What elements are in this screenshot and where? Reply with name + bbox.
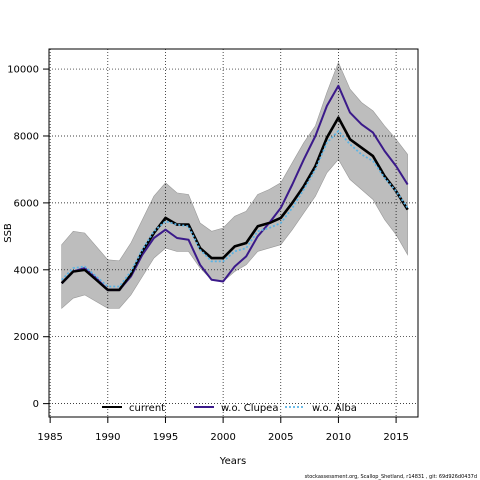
y-axis: 0 2000 4000 6000 8000 10000 bbox=[7, 65, 50, 410]
confidence-band bbox=[61, 61, 408, 309]
x-tick-label: 1995 bbox=[153, 432, 178, 443]
y-tick-label: 4000 bbox=[14, 265, 39, 276]
x-tick-label: 1990 bbox=[95, 432, 120, 443]
footer-text: stockassessment.org, Scallop_Shetland, r… bbox=[305, 474, 477, 480]
y-tick-label: 0 bbox=[33, 399, 39, 410]
series-layer bbox=[60, 84, 409, 292]
series-line-current bbox=[60, 116, 409, 291]
legend-label-w-o-alba: w.o. Alba bbox=[312, 403, 357, 414]
x-tick-label: 2000 bbox=[210, 432, 235, 443]
x-tick-label: 1985 bbox=[37, 432, 62, 443]
x-axis: 1985 1990 1995 2000 2005 2010 2015 bbox=[37, 416, 409, 443]
legend-label-w-o-clupea: w.o. Clupea bbox=[221, 403, 278, 414]
band-layer bbox=[61, 61, 408, 309]
legend-label-current: current bbox=[129, 403, 165, 414]
grid-layer bbox=[49, 49, 418, 417]
y-tick-label: 8000 bbox=[14, 131, 39, 142]
y-tick-label: 2000 bbox=[14, 332, 39, 343]
x-tick-label: 2010 bbox=[326, 432, 351, 443]
y-tick-label: 10000 bbox=[7, 65, 39, 76]
x-tick-label: 2005 bbox=[268, 432, 293, 443]
x-axis-title: Years bbox=[219, 456, 246, 467]
y-tick-label: 6000 bbox=[14, 198, 39, 209]
y-axis-title: SSB bbox=[3, 223, 14, 243]
legend: current w.o. Clupea w.o. Alba bbox=[102, 403, 357, 414]
x-tick-label: 2015 bbox=[383, 432, 408, 443]
